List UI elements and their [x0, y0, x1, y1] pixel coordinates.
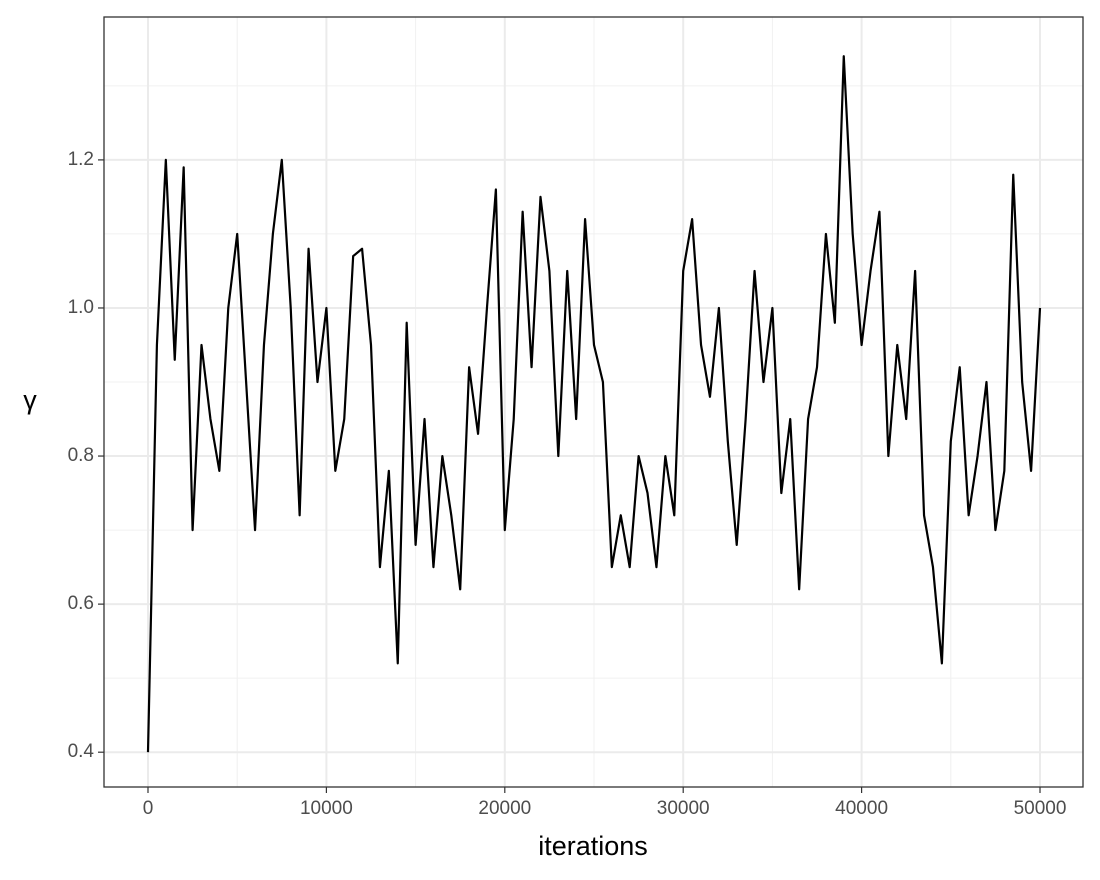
y-tick-label: 1.0: [68, 297, 94, 318]
x-tick-label: 10000: [300, 798, 353, 819]
x-tick-label: 0: [143, 798, 154, 819]
panel-border: [103, 16, 1084, 788]
x-tick-label: 40000: [835, 798, 888, 819]
y-axis-title: γ: [23, 385, 37, 415]
x-tick-label: 30000: [657, 798, 710, 819]
trace-line: [146, 55, 1042, 753]
x-tick-label: 20000: [478, 798, 531, 819]
y-tick-label: 0.8: [68, 445, 94, 466]
y-tick-label: 0.4: [68, 741, 95, 762]
x-tick-label: 50000: [1014, 798, 1067, 819]
y-tick-label: 1.2: [68, 149, 94, 170]
y-tick-label: 0.6: [68, 593, 94, 614]
x-axis-title: iterations: [538, 831, 648, 861]
